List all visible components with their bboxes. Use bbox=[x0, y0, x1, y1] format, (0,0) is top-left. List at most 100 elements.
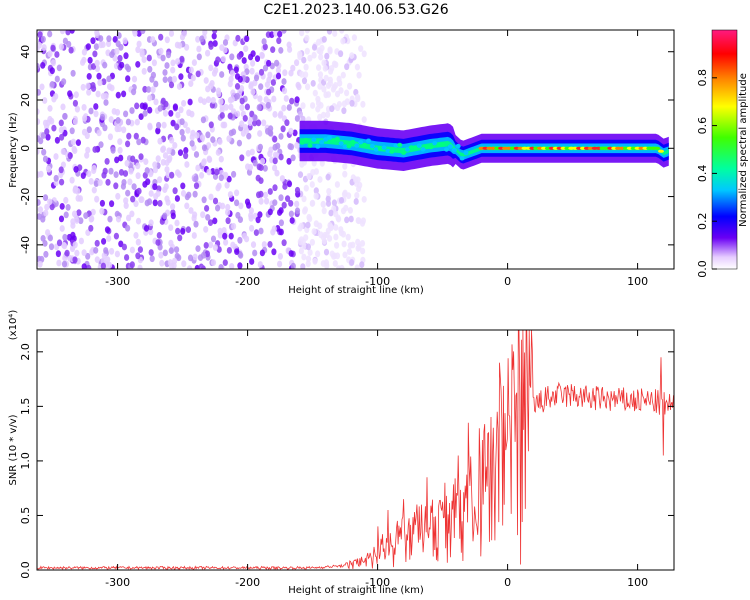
noise-cell bbox=[158, 33, 164, 41]
x-tick-label: 100 bbox=[627, 576, 648, 589]
signal-blob bbox=[350, 139, 356, 145]
noise-cell bbox=[313, 192, 319, 200]
noise-cell bbox=[58, 119, 64, 127]
noise-cell bbox=[84, 132, 90, 140]
noise-cell bbox=[107, 83, 113, 90]
signal-blob bbox=[459, 156, 465, 161]
noise-cell bbox=[267, 150, 273, 158]
noise-cell bbox=[271, 248, 277, 256]
noise-cell bbox=[241, 232, 248, 240]
noise-cell bbox=[106, 75, 112, 83]
noise-cell bbox=[130, 155, 136, 163]
noise-cell bbox=[233, 66, 239, 74]
noise-cell bbox=[281, 239, 287, 247]
noise-cell bbox=[148, 249, 154, 256]
noise-cell bbox=[332, 30, 338, 37]
noise-cell bbox=[180, 227, 186, 235]
noise-cell bbox=[295, 81, 301, 89]
noise-cell bbox=[280, 125, 286, 133]
noise-cell bbox=[281, 78, 287, 85]
noise-cell bbox=[267, 241, 273, 248]
noise-cell bbox=[267, 208, 273, 216]
noise-cell bbox=[310, 80, 316, 87]
signal-blob bbox=[307, 143, 313, 148]
noise-cell bbox=[232, 39, 238, 47]
noise-cell bbox=[187, 265, 193, 269]
noise-cell bbox=[177, 42, 183, 49]
noise-cell bbox=[342, 170, 348, 178]
noise-cell bbox=[258, 197, 264, 205]
noise-cell bbox=[113, 171, 119, 179]
noise-cell bbox=[40, 35, 46, 43]
noise-cell bbox=[115, 215, 122, 223]
noise-cell bbox=[119, 61, 125, 69]
noise-cell bbox=[70, 218, 76, 226]
noise-cell bbox=[360, 217, 366, 225]
noise-cell bbox=[294, 186, 301, 194]
noise-cell bbox=[220, 55, 226, 63]
noise-cell bbox=[262, 165, 268, 172]
noise-cell bbox=[237, 216, 243, 224]
spectrogram-signal-layer bbox=[299, 120, 669, 171]
noise-cell bbox=[115, 91, 121, 99]
noise-cell bbox=[37, 148, 40, 155]
snr-frame bbox=[36, 329, 675, 571]
x-tick-label: 0 bbox=[504, 275, 511, 288]
noise-cell bbox=[185, 226, 191, 234]
noise-cell bbox=[342, 162, 348, 170]
noise-cell bbox=[212, 217, 218, 225]
noise-cell bbox=[239, 154, 245, 162]
noise-cell bbox=[142, 181, 148, 188]
signal-blob bbox=[444, 147, 449, 152]
noise-cell bbox=[62, 233, 68, 241]
noise-cell bbox=[262, 191, 269, 199]
noise-cell bbox=[250, 241, 257, 249]
noise-cell bbox=[339, 30, 345, 34]
signal-blob bbox=[358, 140, 364, 145]
signal-blob bbox=[389, 149, 395, 154]
noise-cell bbox=[310, 169, 316, 176]
noise-cell bbox=[133, 132, 139, 140]
noise-cell bbox=[123, 202, 129, 210]
noise-cell bbox=[347, 207, 353, 214]
noise-cell bbox=[131, 75, 138, 83]
noise-cell bbox=[226, 135, 232, 143]
noise-cell bbox=[277, 260, 283, 268]
noise-cell bbox=[199, 35, 205, 43]
noise-cell bbox=[332, 260, 338, 267]
noise-cell bbox=[175, 227, 181, 235]
noise-cell bbox=[286, 104, 292, 111]
colorbar-ticks: 0.0 0.2 0.4 0.6 0.8 bbox=[696, 69, 717, 278]
noise-cell bbox=[85, 82, 91, 90]
noise-cell bbox=[310, 199, 316, 207]
noise-cell bbox=[278, 47, 284, 54]
noise-cell bbox=[40, 215, 46, 223]
noise-cell bbox=[45, 229, 51, 236]
noise-cell bbox=[102, 167, 108, 175]
noise-cell bbox=[294, 207, 301, 215]
noise-cell bbox=[277, 112, 283, 119]
noise-cell bbox=[62, 37, 68, 45]
noise-cell bbox=[327, 47, 333, 55]
noise-cell bbox=[106, 235, 112, 242]
noise-cell bbox=[93, 43, 99, 50]
noise-cell bbox=[206, 168, 212, 176]
noise-cell bbox=[125, 140, 131, 148]
noise-cell bbox=[258, 83, 264, 90]
noise-cell bbox=[170, 203, 176, 211]
noise-cell bbox=[239, 97, 245, 105]
noise-cell bbox=[186, 191, 192, 199]
noise-cell bbox=[341, 107, 347, 115]
noise-cell bbox=[39, 83, 45, 91]
noise-cell bbox=[48, 243, 55, 251]
noise-cell bbox=[153, 193, 159, 200]
noise-cell bbox=[170, 212, 176, 220]
noise-cell bbox=[258, 227, 264, 235]
noise-cell bbox=[162, 109, 169, 117]
noise-cell bbox=[92, 146, 98, 153]
noise-cell bbox=[249, 67, 255, 75]
noise-cell bbox=[192, 253, 198, 261]
x-tick-label: -200 bbox=[235, 275, 260, 288]
noise-cell bbox=[140, 136, 146, 144]
noise-cell bbox=[188, 66, 194, 74]
